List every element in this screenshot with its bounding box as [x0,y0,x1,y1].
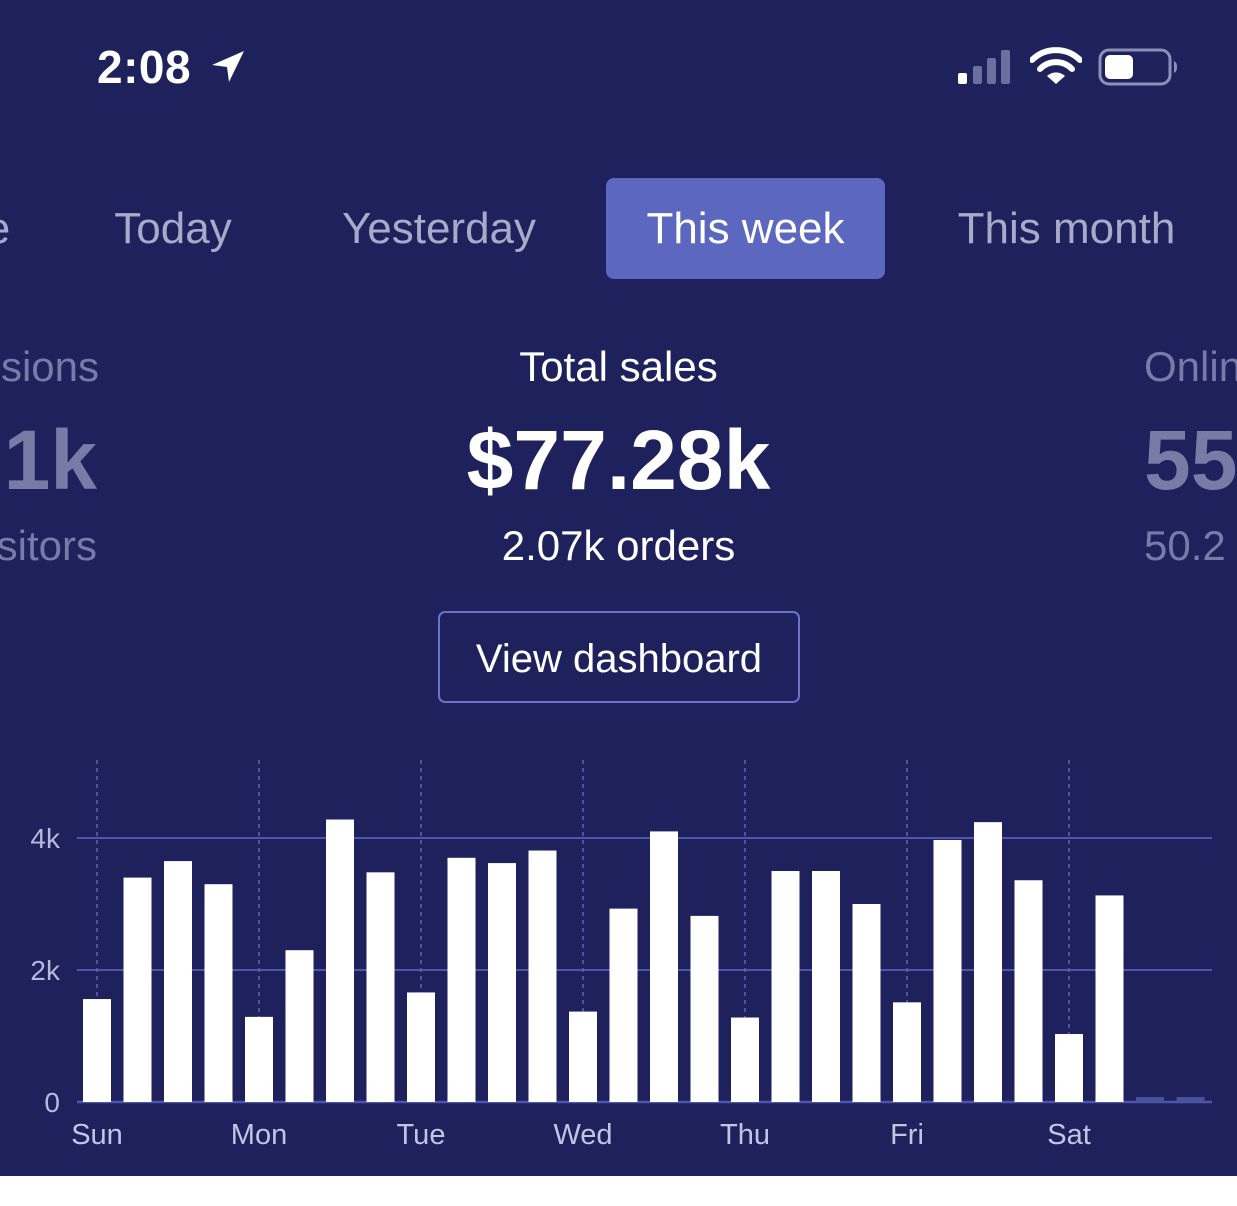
view-dashboard-button[interactable]: View dashboard [438,611,800,703]
total-sales-label: Total sales [519,343,718,390]
x-tick-label: Fri [890,1119,924,1151]
sales-bar-chart: 0 2k 4k Sun Mon Tue Wed Thu Fri Sat [30,760,1212,1151]
sales-bar[interactable] [245,1016,273,1102]
sales-bar[interactable] [204,884,233,1102]
left-stat-sub: sitors [0,522,97,569]
sales-bar[interactable] [164,861,192,1102]
sales-bar[interactable] [1014,880,1043,1102]
tab-today[interactable]: Today [114,204,232,253]
sales-bar[interactable] [407,992,435,1102]
sales-bar[interactable] [731,1017,759,1102]
x-tick-label: Sun [71,1119,123,1151]
sales-bar[interactable] [690,915,719,1102]
screen: 2:08 e Today Yesterday This week This mo… [0,0,1237,1176]
y-tick-label: 4k [30,823,61,854]
sales-bar[interactable] [1055,1034,1083,1102]
x-tick-label: Tue [397,1119,446,1151]
bar-placeholder [1176,1097,1205,1102]
left-stat-label: sions [0,343,99,390]
bar-placeholder [1136,1097,1164,1102]
location-arrow-icon [212,51,244,82]
sales-bar[interactable] [852,904,881,1102]
sales-bar[interactable] [447,857,476,1102]
sales-bar[interactable] [366,872,395,1102]
total-sales-value: $77.28k [466,413,771,507]
wifi-icon [1030,47,1082,84]
sales-bar[interactable] [609,908,638,1102]
sales-bar[interactable] [569,1011,597,1102]
sales-bar[interactable] [83,999,111,1102]
tab-this-month[interactable]: This month [957,204,1176,253]
sales-bar[interactable] [285,950,314,1102]
right-stat-sub: 50.2 [1144,522,1226,569]
sales-bar[interactable] [650,831,678,1102]
orders-count: 2.07k orders [501,522,736,569]
sales-bar[interactable] [933,839,962,1102]
sales-bar[interactable] [1095,895,1124,1102]
tab-partial-left[interactable]: e [0,178,18,279]
sales-bar[interactable] [123,877,152,1102]
cellular-signal-icon [958,50,1010,84]
tab-yesterday[interactable]: Yesterday [341,204,537,253]
battery-icon [1098,48,1178,86]
y-tick-label: 0 [44,1087,60,1118]
sales-bar[interactable] [893,1002,921,1102]
status-time: 2:08 [97,41,192,93]
left-stat-value: 1k [3,413,97,507]
sales-bar[interactable] [326,819,354,1102]
sales-bar[interactable] [771,871,800,1102]
sales-bar[interactable] [488,863,516,1102]
y-tick-label: 2k [30,955,61,986]
x-tick-label: Wed [553,1119,612,1151]
x-tick-label: Mon [231,1119,287,1151]
tab-this-week[interactable]: This week [606,178,885,279]
sales-bar[interactable] [528,850,557,1102]
right-stat-label: Onlin [1144,343,1237,390]
sales-bar[interactable] [974,822,1002,1102]
x-tick-label: Sat [1047,1119,1091,1151]
right-stat-value: 55 [1144,413,1237,507]
sales-bar[interactable] [812,871,840,1102]
x-tick-label: Thu [720,1119,770,1151]
